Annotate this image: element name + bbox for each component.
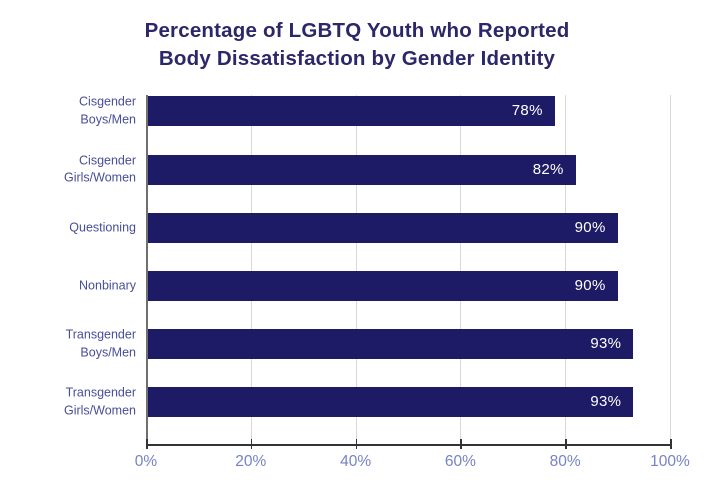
x-tick-label: 80% bbox=[549, 453, 581, 470]
x-axis-tick bbox=[670, 439, 672, 449]
x-tick-label: 100% bbox=[650, 453, 690, 470]
x-tick-label: 60% bbox=[444, 453, 476, 470]
gridline bbox=[460, 95, 462, 445]
gridline bbox=[250, 95, 252, 445]
bar: 82% bbox=[146, 154, 576, 185]
bar-value-label: 82% bbox=[532, 160, 564, 178]
x-axis-tick bbox=[460, 439, 462, 449]
category-label: Nonbinary bbox=[79, 278, 136, 293]
bar-value-label: 93% bbox=[590, 335, 622, 353]
x-tick-label: 20% bbox=[235, 453, 267, 470]
x-axis-line bbox=[146, 444, 672, 446]
bar: 93% bbox=[146, 387, 634, 418]
bar: 90% bbox=[146, 212, 618, 243]
bar: 90% bbox=[146, 270, 618, 301]
category-label: Transgender Boys/Men bbox=[65, 327, 136, 360]
bar: 93% bbox=[146, 329, 634, 360]
bar-value-label: 90% bbox=[574, 276, 606, 294]
category-label: Cisgender Boys/Men bbox=[79, 94, 136, 127]
gridline bbox=[355, 95, 357, 445]
y-axis-line bbox=[146, 95, 148, 445]
x-axis-tick bbox=[250, 439, 253, 449]
x-tick-label: 40% bbox=[340, 453, 372, 470]
bar-value-label: 90% bbox=[574, 218, 606, 236]
gridline bbox=[565, 95, 567, 445]
bar: 78% bbox=[146, 96, 555, 127]
category-label: Cisgender Girls/Women bbox=[63, 153, 136, 185]
category-label: Questioning bbox=[69, 219, 136, 234]
chart-title: Percentage of LGBTQ Youth who Reported B… bbox=[144, 19, 570, 70]
bar-value-label: 78% bbox=[511, 102, 543, 120]
x-tick-label: 0% bbox=[134, 453, 158, 470]
gridline bbox=[670, 95, 671, 445]
x-axis-tick bbox=[355, 439, 358, 449]
category-label: Transgender Girls/Women bbox=[63, 385, 136, 418]
bar-value-label: 93% bbox=[590, 393, 622, 411]
x-axis-tick bbox=[565, 439, 567, 449]
x-axis-tick bbox=[146, 439, 148, 449]
